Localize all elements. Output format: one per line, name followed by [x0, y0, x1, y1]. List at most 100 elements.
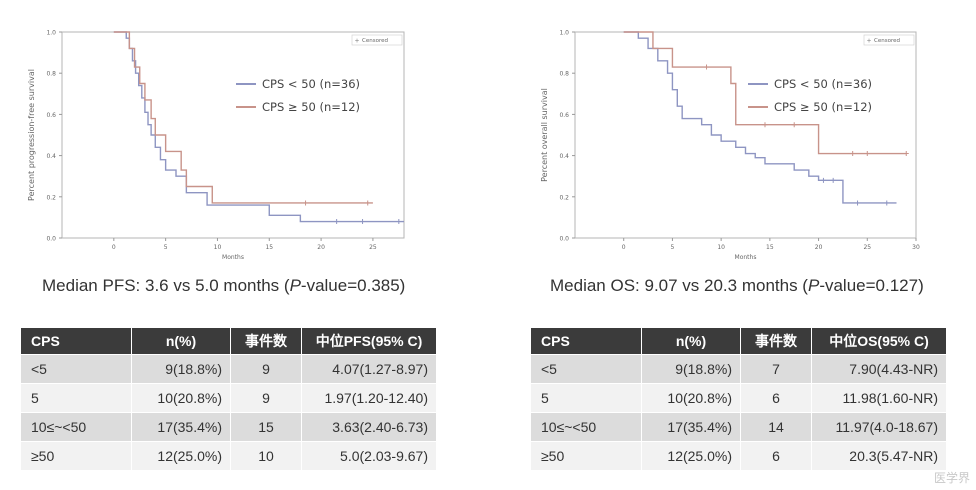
table-cell: 7	[740, 354, 812, 384]
os-x-tick-label: 15	[766, 244, 774, 251]
table-cell: 9(18.8%)	[641, 354, 741, 384]
pfs-censored-legend-label: Censored	[362, 38, 388, 44]
os-series-1-censor-mark	[762, 122, 768, 128]
table-cell: <5	[20, 354, 132, 384]
table-cell: <5	[530, 354, 642, 384]
pfs-caption-prefix: Median PFS: 3.6 vs 5.0 months (	[42, 276, 290, 295]
pfs-caption: Median PFS: 3.6 vs 5.0 months (P-value=0…	[42, 276, 405, 296]
col-header: 中位PFS(95% C)	[301, 327, 437, 355]
os-series-1-censor-mark	[704, 64, 710, 70]
os-series-1-curve	[623, 31, 907, 155]
table-cell: 5	[530, 383, 642, 413]
pfs-censored-legend-marker: +	[354, 38, 359, 45]
os-censored-legend-box	[863, 34, 915, 46]
table-row: ≥50 12(25.0%) 6 20.3(5.47-NR)	[530, 441, 947, 471]
pfs-series-0-censor-mark	[396, 219, 402, 225]
table-cell: 10(20.8%)	[641, 383, 741, 413]
os-y-tick-label: 0.2	[559, 194, 569, 201]
table-cell: 4.07(1.27-8.97)	[301, 354, 437, 384]
pfs-series-0-curve	[113, 31, 404, 223]
pfs-series-1-censor-mark	[365, 200, 371, 206]
pfs-x-tick-label: 10	[214, 244, 222, 251]
pfs-stats-table: CPS n(%) 事件数 中位PFS(95% C) <5 9(18.8%) 9 4.0…	[20, 327, 437, 471]
table-cell: 5	[20, 383, 132, 413]
os-x-tick-label: 10	[717, 244, 725, 251]
pfs-km-chart: 0.0 0.2 0.4 0.6 0.8 1.0 0 5 10 15 20 25 Months Percen…	[27, 30, 405, 261]
table-row: 10≤~<50 17(35.4%) 14 11.97(4.0-18.67)	[530, 412, 947, 442]
pfs-x-tick-label: 15	[265, 244, 273, 251]
pfs-series-1-curve	[113, 31, 373, 204]
table-row: 5 10(20.8%) 6 11.98(1.60-NR)	[530, 383, 947, 413]
os-caption-prefix: Median OS: 9.07 vs 20.3 months (	[550, 276, 808, 295]
os-y-axis-label: Percent overall survival	[540, 88, 549, 182]
table-cell: ≥50	[530, 441, 642, 471]
os-series-0-censor-mark	[830, 177, 836, 183]
pfs-legend-label-1: CPS ≥ 50 (n=12)	[262, 100, 360, 114]
os-series-1-censor-mark	[903, 151, 909, 157]
os-y-tick-label: 0.4	[559, 153, 569, 160]
col-header: 事件数	[740, 327, 812, 355]
pfs-y-tick-label: 0.8	[46, 71, 56, 78]
os-y-tick-label: 1.0	[559, 30, 569, 37]
table-cell: 20.3(5.47-NR)	[811, 441, 947, 471]
table-cell: 9	[230, 354, 302, 384]
table-cell: 12(25.0%)	[641, 441, 741, 471]
table-cell: 10≤~<50	[20, 412, 132, 442]
os-stats-table: CPS n(%) 事件数 中位OS(95% C) <5 9(18.8%) 7 7.90…	[530, 327, 947, 471]
col-header: n(%)	[131, 327, 231, 355]
os-caption-p: P	[807, 276, 820, 295]
pfs-y-tick-label: 0.6	[46, 112, 56, 119]
col-header: 中位OS(95% C)	[811, 327, 947, 355]
table-cell: 10≤~<50	[530, 412, 642, 442]
table-header-row: CPS n(%) 事件数 中位OS(95% C)	[530, 327, 947, 355]
col-header: 事件数	[230, 327, 302, 355]
os-x-tick-label: 30	[912, 244, 920, 251]
os-series-0-censor-mark	[884, 200, 890, 206]
table-cell: 10(20.8%)	[131, 383, 231, 413]
table-cell: 6	[740, 441, 812, 471]
table-cell: 11.97(4.0-18.67)	[811, 412, 947, 442]
pfs-series-0-censor-mark	[360, 219, 366, 225]
os-legend-label-0: CPS < 50 (n=36)	[774, 77, 872, 91]
os-series-0-censor-mark	[855, 200, 861, 206]
pfs-series-0-censor-mark	[334, 219, 340, 225]
pfs-y-tick-label: 0.2	[46, 194, 56, 201]
os-series-1-censor-mark	[864, 151, 870, 157]
pfs-legend-label-0: CPS < 50 (n=36)	[262, 77, 360, 91]
os-y-tick-label: 0.0	[559, 236, 569, 243]
table-cell: 17(35.4%)	[131, 412, 231, 442]
pfs-censored-legend-box	[351, 34, 403, 46]
pfs-x-tick-label: 0	[112, 244, 116, 251]
os-legend-label-1: CPS ≥ 50 (n=12)	[774, 100, 872, 114]
os-series-1-censor-mark	[791, 122, 797, 128]
pfs-x-axis-label: Months	[222, 254, 244, 261]
watermark: 医学界	[933, 471, 970, 485]
os-censored-legend-label: Censored	[874, 38, 900, 44]
os-x-tick-label: 0	[622, 244, 626, 251]
table-cell: 5.0(2.03-9.67)	[301, 441, 437, 471]
table-header-row: CPS n(%) 事件数 中位PFS(95% C)	[20, 327, 437, 355]
col-header: n(%)	[641, 327, 741, 355]
table-cell: 9	[230, 383, 302, 413]
os-km-chart: 0.0 0.2 0.4 0.6 0.8 1.0 0 5 10 15 20 25 30 Months Perc…	[540, 30, 920, 262]
pfs-x-tick-label: 20	[317, 244, 325, 251]
table-cell: 1.97(1.20-12.40)	[301, 383, 437, 413]
table-cell: 11.98(1.60-NR)	[811, 383, 947, 413]
table-cell: 12(25.0%)	[131, 441, 231, 471]
table-cell: 9(18.8%)	[131, 354, 231, 384]
table-cell: 6	[740, 383, 812, 413]
table-cell: 14	[740, 412, 812, 442]
pfs-plot-frame	[61, 31, 405, 239]
os-x-tick-label: 20	[815, 244, 823, 251]
table-cell: 15	[230, 412, 302, 442]
os-plot-frame	[574, 31, 917, 239]
pfs-y-tick-label: 0.0	[46, 236, 56, 243]
table-cell: ≥50	[20, 441, 132, 471]
pfs-y-tick-label: 0.4	[46, 153, 56, 160]
os-x-tick-label: 5	[671, 244, 675, 251]
pfs-x-tick-label: 25	[369, 244, 377, 251]
col-header: CPS	[20, 327, 132, 355]
os-x-axis-label: Months	[735, 254, 757, 261]
table-row: 5 10(20.8%) 9 1.97(1.20-12.40)	[20, 383, 437, 413]
pfs-panel: 0.0 0.2 0.4 0.6 0.8 1.0 0 5 10 15 20 25 Months Percen…	[20, 30, 437, 471]
